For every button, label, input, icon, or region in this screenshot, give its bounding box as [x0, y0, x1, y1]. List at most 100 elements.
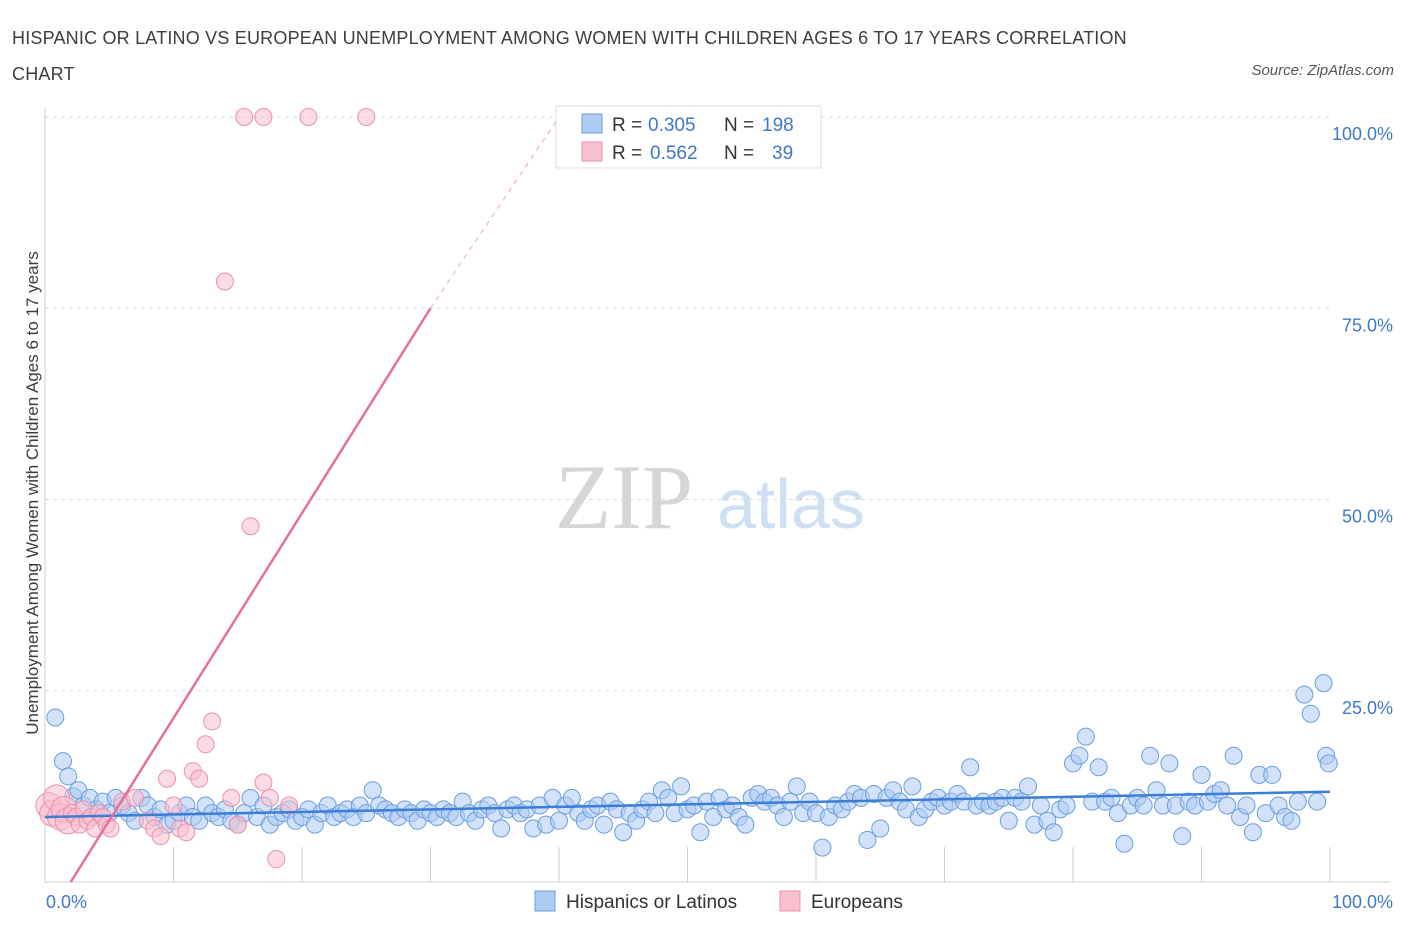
europeans-point-27 — [190, 769, 209, 788]
europeans-point-40 — [299, 108, 318, 126]
europeans-point-41 — [357, 108, 376, 126]
axes — [44, 107, 1390, 883]
series-europeans-points — [35, 108, 376, 869]
europeans-trend-extension — [430, 116, 560, 309]
hispanics-point-129 — [871, 819, 890, 838]
hispanics-point-165 — [1102, 788, 1121, 807]
chart-title: HISPANIC OR LATINO VS EUROPEAN UNEMPLOYM… — [12, 28, 1127, 84]
hispanics-point-108 — [736, 815, 755, 834]
hispanics-point-1 — [53, 752, 72, 771]
hispanics-point-196 — [1301, 704, 1320, 723]
x-tick-labels: 0.0% 100.0% — [46, 892, 1393, 912]
hispanics-trend-line — [44, 790, 1331, 819]
y-tick-label-3: 100.0% — [1332, 124, 1393, 144]
hispanics-point-0 — [46, 708, 65, 727]
hispanics-point-200 — [1319, 754, 1338, 773]
hispanics-point-176 — [1173, 827, 1192, 846]
hispanics-point-70 — [492, 819, 511, 838]
hispanics-point-194 — [1288, 792, 1307, 811]
series-legend: Hispanics or Latinos Europeans — [534, 890, 903, 913]
y-tick-label-2: 75.0% — [1342, 315, 1393, 335]
europeans-point-29 — [203, 712, 222, 731]
europeans-point-37 — [280, 796, 299, 815]
hispanics-point-184 — [1224, 746, 1243, 765]
europeans-point-33 — [241, 517, 260, 536]
legend-pink-n-label: N = — [724, 143, 754, 164]
watermark: ZIP atlas — [555, 446, 865, 548]
europeans-point-35 — [260, 788, 279, 807]
hispanics-point-195 — [1295, 685, 1314, 704]
hispanics-point-81 — [562, 788, 581, 807]
hispanics-point-98 — [672, 777, 691, 796]
legend-blue-n-value: 198 — [762, 115, 794, 136]
bottom-legend-hispanics-label: Hispanics or Latinos — [566, 892, 737, 913]
europeans-point-38 — [235, 108, 254, 126]
legend-blue-swatch — [581, 113, 603, 134]
hispanics-point-151 — [1012, 792, 1031, 811]
europeans-point-32 — [228, 815, 247, 834]
stats-legend: R = 0.305 N = 198 R = 0.562 N = 39 — [555, 105, 822, 169]
hispanics-point-79 — [550, 811, 568, 830]
europeans-trend-line — [69, 307, 432, 883]
x-tick-label-1: 100.0% — [1332, 892, 1393, 912]
hispanics-point-186 — [1237, 796, 1256, 815]
hispanics-point-193 — [1282, 811, 1301, 830]
hispanics-point-171 — [1141, 746, 1160, 765]
legend-pink-n-value: 39 — [772, 143, 793, 164]
grid-lines — [45, 116, 1330, 692]
europeans-point-23 — [164, 796, 183, 815]
trend-lines — [44, 116, 1331, 883]
bottom-legend-pink-swatch — [779, 890, 801, 912]
hispanics-point-149 — [999, 811, 1018, 830]
hispanics-point-94 — [646, 804, 665, 823]
hispanics-point-120 — [813, 838, 832, 857]
legend-blue-r-label: R = — [612, 115, 642, 136]
legend-blue-n-label: N = — [724, 115, 754, 136]
y-axis-label: Unemployment Among Women with Children A… — [23, 251, 42, 735]
bottom-legend-blue-swatch — [534, 890, 556, 912]
hispanics-point-152 — [1019, 777, 1038, 796]
hispanics-point-167 — [1115, 834, 1134, 853]
europeans-point-18 — [125, 788, 144, 807]
x-tick-label-0: 0.0% — [46, 892, 87, 912]
watermark-zip: ZIP — [555, 446, 693, 548]
hispanics-point-197 — [1308, 792, 1327, 811]
hispanics-point-163 — [1089, 758, 1108, 777]
hispanics-point-183 — [1218, 796, 1237, 815]
hispanics-point-190 — [1263, 765, 1282, 784]
hispanics-point-158 — [1057, 796, 1076, 815]
hispanics-point-2 — [59, 767, 78, 786]
hispanics-point-156 — [1044, 823, 1063, 842]
europeans-point-31 — [222, 788, 241, 807]
europeans-point-30 — [215, 272, 234, 291]
y-tick-labels: 25.0% 50.0% 75.0% 100.0% — [1332, 124, 1393, 718]
hispanics-point-198 — [1314, 674, 1333, 693]
hispanics-point-161 — [1076, 727, 1095, 746]
bottom-legend-europeans-label: Europeans — [811, 892, 903, 913]
hispanics-point-134 — [903, 777, 922, 796]
europeans-point-21 — [151, 827, 170, 846]
watermark-atlas: atlas — [717, 465, 865, 543]
europeans-point-39 — [254, 108, 273, 126]
hispanics-point-154 — [1031, 796, 1050, 815]
hispanics-point-101 — [691, 823, 710, 842]
europeans-point-36 — [267, 850, 286, 869]
hispanics-point-170 — [1134, 796, 1153, 815]
hispanics-point-114 — [774, 807, 793, 826]
y-tick-label-0: 25.0% — [1342, 698, 1393, 718]
hispanics-point-86 — [594, 815, 613, 834]
hispanics-point-127 — [858, 830, 877, 849]
hispanics-point-143 — [961, 758, 980, 777]
europeans-point-22 — [158, 769, 177, 788]
hispanics-point-160 — [1070, 746, 1089, 765]
hispanics-point-96 — [659, 788, 678, 807]
europeans-point-25 — [177, 823, 196, 842]
europeans-point-34 — [254, 773, 273, 792]
hispanics-point-179 — [1192, 765, 1211, 784]
europeans-point-28 — [196, 735, 215, 754]
legend-pink-swatch — [581, 141, 603, 162]
hispanics-point-182 — [1211, 781, 1230, 800]
hispanics-point-50 — [363, 781, 382, 800]
hispanics-point-174 — [1160, 754, 1179, 773]
